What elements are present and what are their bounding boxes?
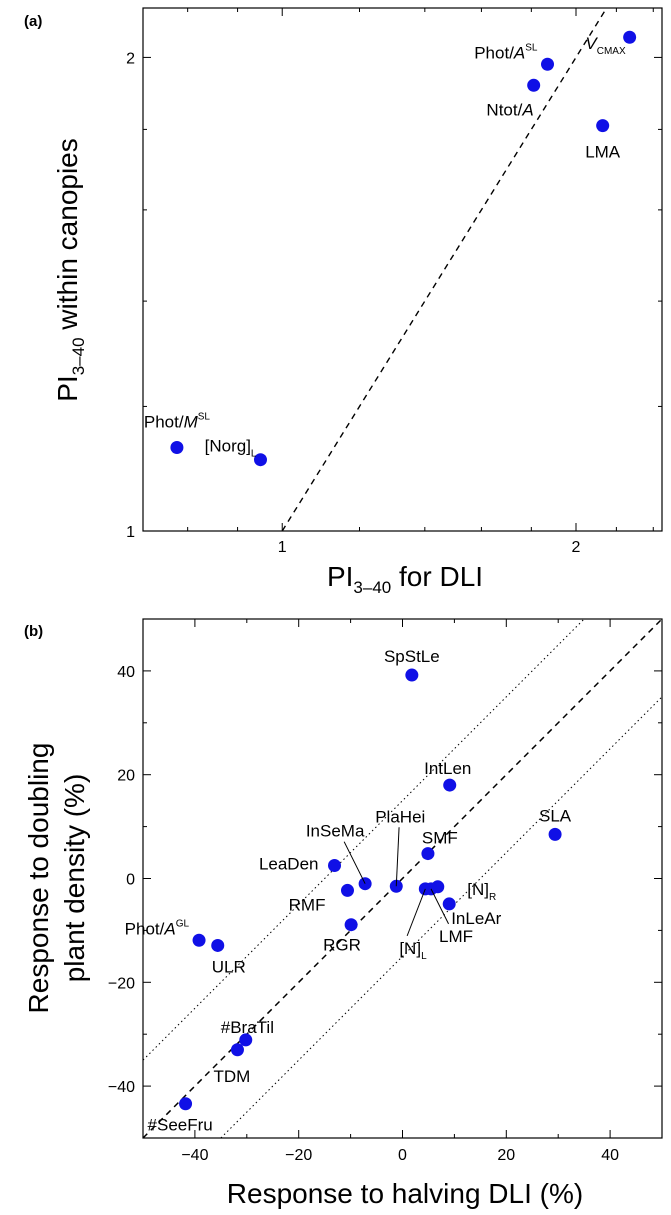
leader-line (430, 888, 449, 925)
x-tick-label: 0 (398, 1147, 407, 1164)
data-point (192, 933, 206, 947)
y-tick-label: −20 (108, 975, 135, 992)
data-point (421, 847, 435, 861)
point-label: #SeeFru (148, 1116, 213, 1135)
data-point (253, 453, 267, 467)
y-tick-label: 40 (117, 664, 135, 681)
panel-b-letter: (b) (24, 623, 43, 640)
data-point (442, 897, 456, 911)
point-label: RMF (289, 895, 326, 914)
point-label: [N]L (399, 939, 427, 962)
lower-dotted-line (220, 696, 663, 1139)
data-point (527, 78, 541, 92)
data-point (596, 119, 610, 133)
leader-line (406, 888, 426, 937)
data-point (328, 859, 342, 873)
one-to-one-line (281, 7, 608, 532)
one-to-one-line (142, 618, 663, 1139)
point-label: Ntot/A (486, 100, 533, 119)
x-tick-label: 2 (572, 539, 581, 556)
point-label: TDM (213, 1067, 250, 1086)
point-label: LMA (585, 143, 621, 162)
y-tick-label: 20 (117, 768, 135, 785)
data-point (443, 778, 457, 792)
point-label: InLeAr (451, 909, 501, 928)
data-point (405, 668, 419, 682)
point-label: ULR (212, 957, 246, 976)
data-point (344, 918, 358, 932)
data-point (230, 1043, 244, 1057)
data-point (170, 440, 184, 454)
point-label: IntLen (424, 759, 471, 778)
point-label: Phot/ASL (474, 42, 538, 62)
panel-b: (b) −40 −20 0 20 40 −40 −20 0 20 40 Response to hal… (23, 618, 663, 1209)
y-tick-label: −40 (108, 1079, 135, 1096)
panel-a-frame (142, 7, 663, 532)
upper-dotted-line (142, 618, 585, 1061)
point-label: LMF (439, 927, 473, 946)
data-point (179, 1097, 193, 1111)
y-axis-title-line-1: Response to doubling (23, 743, 54, 1014)
y-tick-label: 0 (126, 872, 135, 889)
x-tick-label: −20 (285, 1147, 312, 1164)
point-label: #BraTil (221, 1018, 274, 1037)
point-label: VCMAX (585, 34, 626, 57)
x-tick-label: 1 (278, 539, 287, 556)
x-axis-title: PI3–40 for DLI (327, 561, 483, 597)
y-axis-title-line-2: plant density (%) (59, 774, 90, 983)
point-label: [Norg]L (205, 437, 257, 460)
data-point (239, 1033, 253, 1047)
y-axis-title: PI3–40 within canopies (52, 138, 88, 402)
data-point (623, 30, 637, 44)
leader-line (395, 827, 400, 887)
point-label: RGR (323, 936, 361, 955)
point-label: LeaDen (259, 855, 319, 874)
y-tick-label: 1 (126, 524, 135, 541)
point-label: Phot/MSL (144, 411, 211, 431)
x-tick-label: −40 (181, 1147, 208, 1164)
point-label: InSeMa (306, 822, 365, 841)
data-point (340, 883, 354, 897)
point-label: SMF (422, 829, 458, 848)
point-label: Phot/AGL (125, 918, 190, 938)
panel-a-letter: (a) (24, 13, 42, 30)
x-tick-label: 20 (497, 1147, 515, 1164)
data-point (211, 938, 225, 952)
leader-line (343, 841, 366, 884)
data-point (541, 57, 555, 71)
point-label: SpStLe (384, 647, 440, 666)
x-tick-label: 40 (601, 1147, 619, 1164)
point-label: SLA (539, 806, 572, 825)
point-label: [N]R (467, 880, 496, 903)
panel-a: (a) 1 2 1 2 PI3–40 for DLI PI3–40 within canop… (24, 7, 663, 597)
x-axis-title: Response to halving DLI (%) (227, 1178, 583, 1209)
point-label: PlaHei (375, 807, 425, 826)
data-point (548, 827, 562, 841)
y-tick-label: 2 (126, 50, 135, 67)
